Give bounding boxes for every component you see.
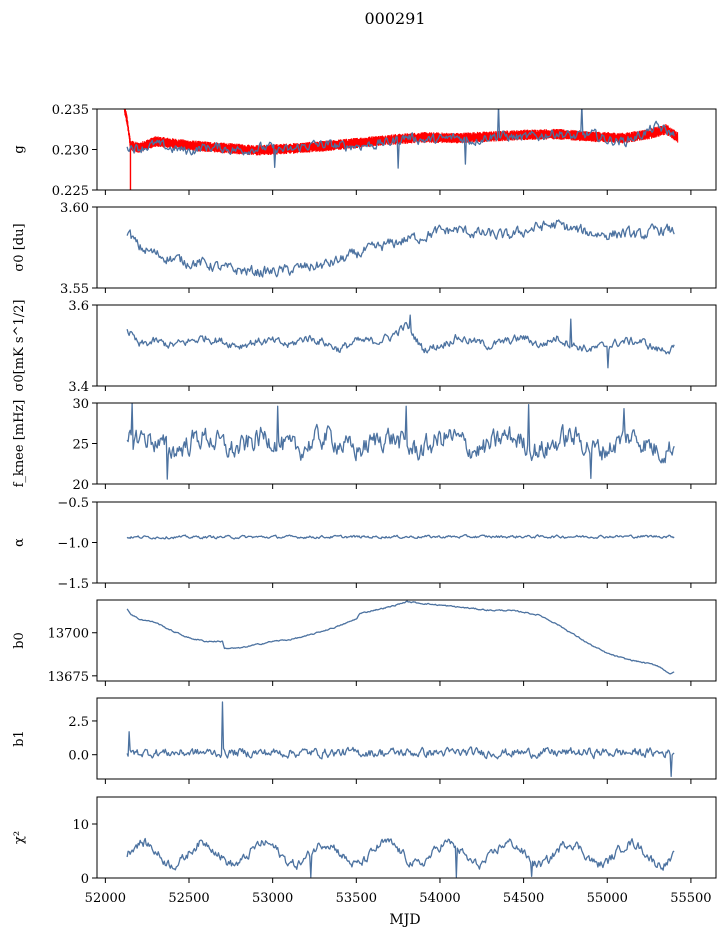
panel-g: 0.225 0.230 0.235 g <box>12 103 717 199</box>
panel-frame <box>96 599 717 682</box>
x-tick-label: 52500 <box>168 891 209 906</box>
y-axis-label: b0 <box>12 632 27 649</box>
series-line-b1 <box>126 701 675 777</box>
y-axis-label: χ² <box>12 831 27 844</box>
y-tick-label: 0.0 <box>68 749 89 764</box>
y-tick-label: 0.235 <box>52 103 89 118</box>
y-axis-label: σ0[mK s^1/2] <box>12 300 27 392</box>
series-line-g <box>126 109 675 169</box>
y-tick-label: −0.5 <box>57 496 89 511</box>
panel-frame <box>96 206 717 289</box>
panel-frame <box>96 501 717 584</box>
x-tick-label: 55500 <box>670 891 711 906</box>
panel-b0: 13675 13700 b0 <box>12 599 717 686</box>
y-tick-label: 13700 <box>48 627 89 642</box>
y-tick-label: 3.4 <box>68 380 89 395</box>
series-line-sigma0_mK <box>126 314 675 369</box>
y-axis-label: g <box>12 145 27 153</box>
x-axis-label: MJD <box>389 912 420 928</box>
x-tick-label: 52000 <box>85 891 126 906</box>
series-line-alpha <box>126 534 675 540</box>
y-tick-label: 30 <box>72 397 89 412</box>
series-line-sigma0_du <box>126 219 675 278</box>
y-tick-label: 0.225 <box>52 184 89 199</box>
y-tick-label: 2.5 <box>68 715 89 730</box>
x-axis: 52000 52500 53000 53500 54000 54500 55000 55500 <box>85 891 712 906</box>
series-line-fknee <box>126 403 675 480</box>
panel-b1: 0.0 2.5 b1 <box>12 697 717 784</box>
y-tick-label: 10 <box>72 818 89 833</box>
x-tick-label: 53500 <box>336 891 377 906</box>
y-axis-label: α <box>12 538 27 547</box>
x-tick-label: 54500 <box>503 891 544 906</box>
y-tick-label: 0 <box>81 872 89 887</box>
chart-title: 000291 <box>364 9 425 28</box>
panel-frame <box>96 796 717 879</box>
x-tick-label: 55000 <box>587 891 628 906</box>
y-axis-label: σ0 [du] <box>12 223 27 271</box>
y-tick-label: 20 <box>72 478 89 493</box>
y-axis-label: f_knee [mHz] <box>12 400 27 488</box>
panel-frame <box>96 697 717 780</box>
series-line-chi2 <box>126 837 675 878</box>
y-tick-label: 3.60 <box>60 201 89 216</box>
y-tick-label: −1.0 <box>57 537 89 552</box>
y-tick-label: 3.55 <box>60 282 89 297</box>
panel-sigma0-mk: 3.4 3.6 σ0[mK s^1/2] <box>12 299 717 395</box>
panel-chi2: 0 10 χ² <box>12 796 717 887</box>
y-tick-label: −1.5 <box>57 577 89 592</box>
series-line-b0 <box>126 600 675 675</box>
y-tick-label: 25 <box>72 438 89 453</box>
x-tick-label: 53000 <box>252 891 293 906</box>
y-tick-label: 13675 <box>48 670 89 685</box>
panel-sigma0-du: 3.55 3.60 σ0 [du] <box>12 201 717 297</box>
panel-alpha: −1.5 −1.0 −0.5 α <box>12 496 717 592</box>
y-tick-label: 3.6 <box>68 299 89 314</box>
x-tick-label: 54000 <box>419 891 460 906</box>
y-axis-label: b1 <box>12 730 27 747</box>
panels: 0.225 0.230 0.235 g 3.55 3.60 σ0 [du] 3.4 3.6 σ0[… <box>12 103 717 887</box>
panel-fknee: 20 25 30 f_knee [mHz] <box>12 397 717 493</box>
panel-frame <box>96 304 717 387</box>
y-tick-label: 0.230 <box>52 144 89 159</box>
